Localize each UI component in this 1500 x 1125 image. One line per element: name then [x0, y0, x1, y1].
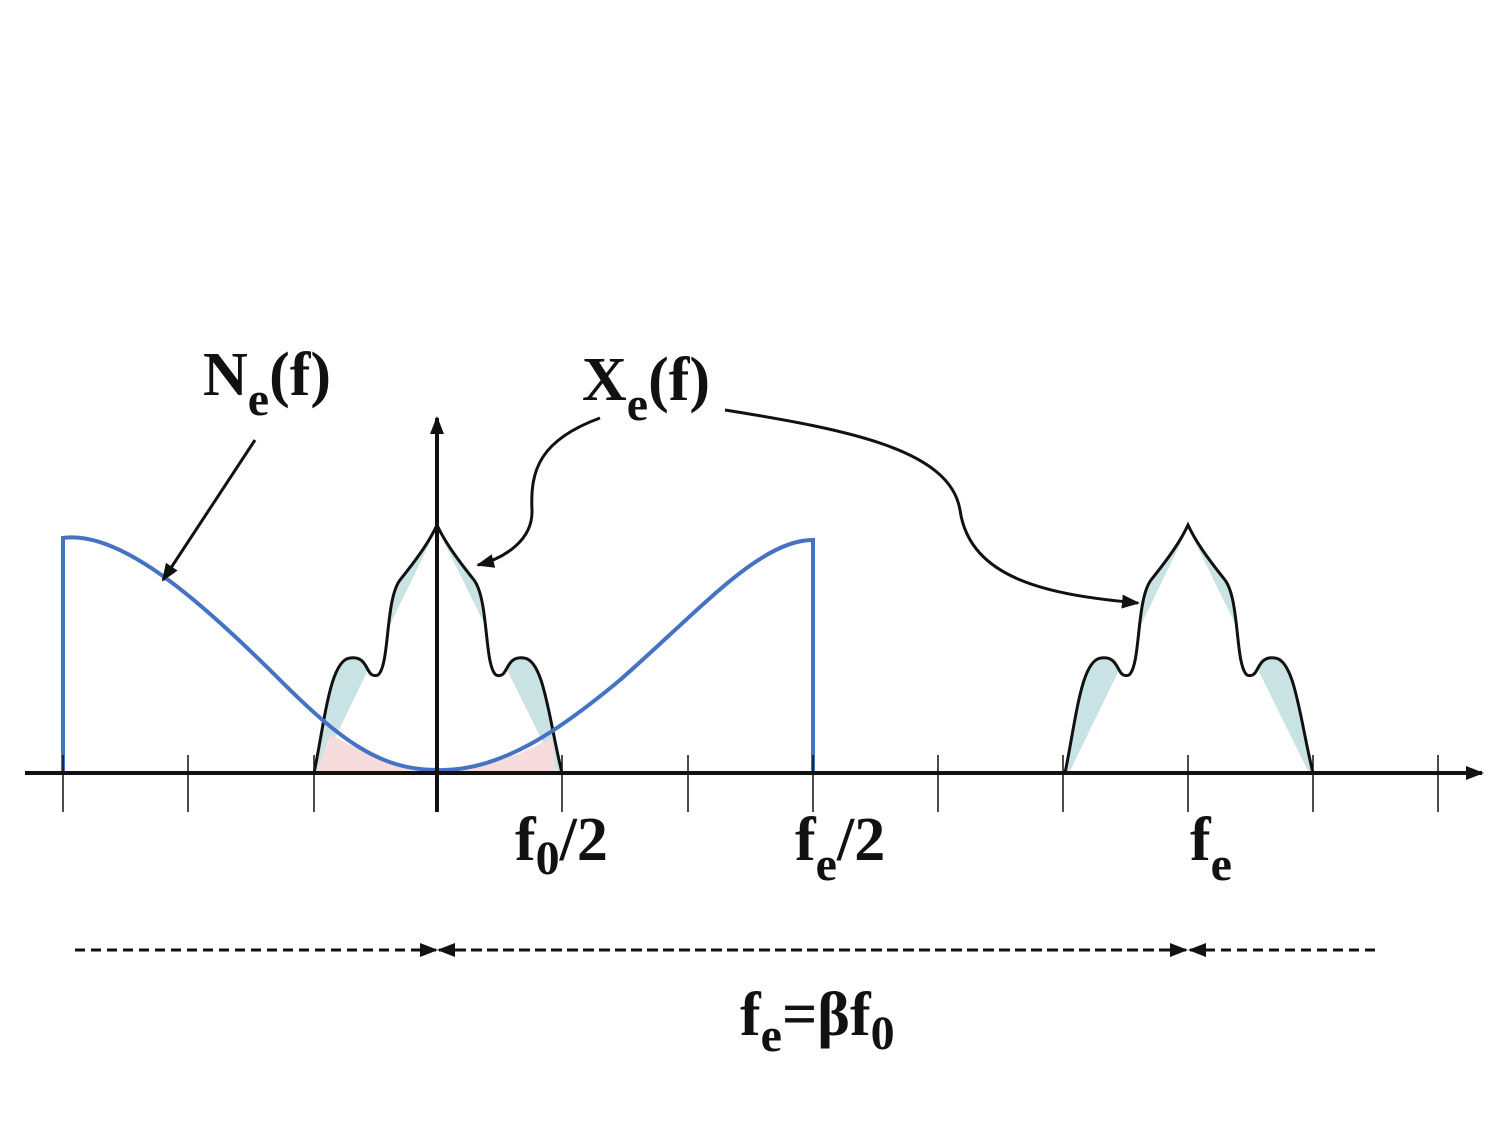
label-sub: e	[761, 1009, 782, 1062]
label-sub: e	[248, 373, 269, 426]
noise-label: Ne(f)	[203, 341, 331, 426]
label-sub: e	[1211, 838, 1232, 891]
label-base: f	[515, 806, 537, 874]
axes	[25, 416, 1484, 812]
label-base: f	[740, 981, 762, 1049]
label-sub: e	[816, 838, 837, 891]
spectrum-replica	[1063, 523, 1315, 775]
spectrum-center	[312, 523, 564, 775]
equation: fe=βf0	[740, 981, 895, 1062]
label-base: X	[582, 346, 627, 414]
label-rest: (f)	[648, 346, 710, 414]
ticks	[62, 755, 1439, 812]
label-rest: /2	[559, 806, 608, 874]
label-base: N	[203, 341, 248, 409]
tick-label: fe	[1190, 806, 1232, 891]
tick-label: fe/2	[795, 806, 885, 891]
label-rest: /2	[836, 806, 885, 874]
label-rest: (f)	[269, 341, 331, 409]
label-sub: 0	[871, 1007, 895, 1060]
label-rest: =βf	[782, 981, 872, 1049]
label-base: f	[795, 806, 817, 874]
label-base: f	[1190, 806, 1212, 874]
label-sub: e	[627, 378, 648, 431]
label-sub: 0	[536, 832, 560, 885]
callouts	[161, 408, 1140, 609]
signal-label: Xe(f)	[582, 346, 710, 431]
tick-label: f0/2	[515, 806, 608, 885]
